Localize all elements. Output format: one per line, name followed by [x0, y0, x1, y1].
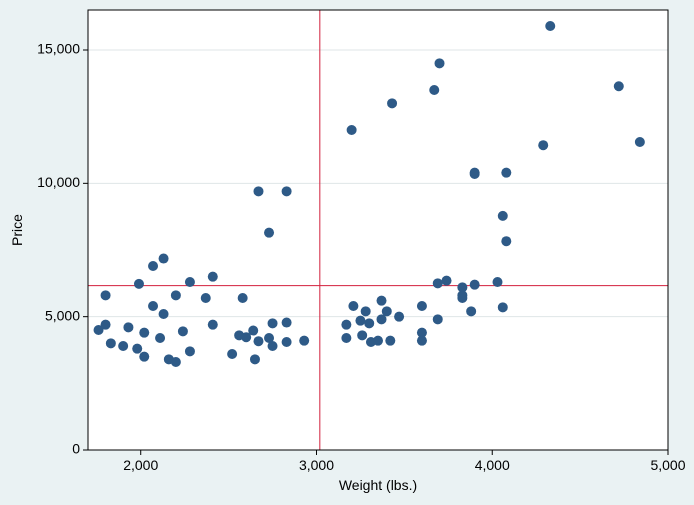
data-point — [185, 277, 195, 287]
y-tick-label: 0 — [72, 441, 80, 457]
data-point — [361, 306, 371, 316]
data-point — [208, 272, 218, 282]
data-point — [282, 186, 292, 196]
data-point — [208, 320, 218, 330]
data-point — [498, 302, 508, 312]
data-point — [466, 306, 476, 316]
data-point — [201, 293, 211, 303]
data-point — [134, 279, 144, 289]
x-tick-label: 4,000 — [475, 457, 510, 473]
data-point — [501, 168, 511, 178]
data-point — [171, 357, 181, 367]
data-point — [178, 326, 188, 336]
data-point — [394, 312, 404, 322]
data-point — [132, 344, 142, 354]
data-point — [457, 282, 467, 292]
data-point — [248, 326, 258, 336]
data-point — [635, 137, 645, 147]
data-point — [148, 301, 158, 311]
data-point — [341, 333, 351, 343]
data-point — [101, 320, 111, 330]
data-point — [123, 322, 133, 332]
data-point — [457, 293, 467, 303]
data-point — [442, 276, 452, 286]
data-point — [238, 293, 248, 303]
data-point — [299, 336, 309, 346]
chart-svg: 0 5,000 10,000 15,000 2,000 3,000 4,000 5,000 We… — [0, 0, 694, 505]
data-point — [417, 336, 427, 346]
data-point — [139, 328, 149, 338]
data-point — [268, 318, 278, 328]
data-point — [159, 254, 169, 264]
data-point — [470, 280, 480, 290]
y-tick-label: 5,000 — [45, 307, 80, 323]
data-point — [470, 168, 480, 178]
data-point — [347, 125, 357, 135]
data-point — [118, 341, 128, 351]
data-point — [282, 337, 292, 347]
data-point — [385, 336, 395, 346]
data-point — [373, 336, 383, 346]
data-point — [268, 341, 278, 351]
data-point — [282, 318, 292, 328]
data-point — [364, 318, 374, 328]
data-point — [106, 338, 116, 348]
data-point — [253, 186, 263, 196]
y-axis-title: Price — [9, 214, 25, 246]
data-point — [417, 301, 427, 311]
data-point — [538, 140, 548, 150]
data-point — [433, 278, 443, 288]
data-point — [493, 277, 503, 287]
data-point — [545, 21, 555, 31]
data-point — [501, 236, 511, 246]
data-point — [341, 320, 351, 330]
x-tick-label: 5,000 — [650, 457, 685, 473]
y-tick-label: 10,000 — [37, 174, 80, 190]
data-point — [253, 336, 263, 346]
data-point — [155, 333, 165, 343]
data-point — [433, 314, 443, 324]
data-point — [227, 349, 237, 359]
data-point — [171, 290, 181, 300]
y-tick-label: 15,000 — [37, 41, 80, 57]
data-point — [101, 290, 111, 300]
data-point — [429, 85, 439, 95]
data-point — [348, 301, 358, 311]
data-point — [148, 261, 158, 271]
data-point — [264, 228, 274, 238]
data-point — [377, 296, 387, 306]
data-point — [185, 346, 195, 356]
x-tick-label: 3,000 — [299, 457, 334, 473]
data-point — [357, 330, 367, 340]
data-point — [498, 211, 508, 221]
data-point — [355, 316, 365, 326]
data-point — [139, 352, 149, 362]
data-point — [614, 81, 624, 91]
data-point — [250, 354, 260, 364]
data-point — [382, 306, 392, 316]
x-tick-label: 2,000 — [123, 457, 158, 473]
x-axis-title: Weight (lbs.) — [339, 477, 417, 493]
data-point — [159, 309, 169, 319]
data-point — [435, 58, 445, 68]
data-point — [387, 98, 397, 108]
scatter-chart: 0 5,000 10,000 15,000 2,000 3,000 4,000 5,000 We… — [0, 0, 694, 505]
